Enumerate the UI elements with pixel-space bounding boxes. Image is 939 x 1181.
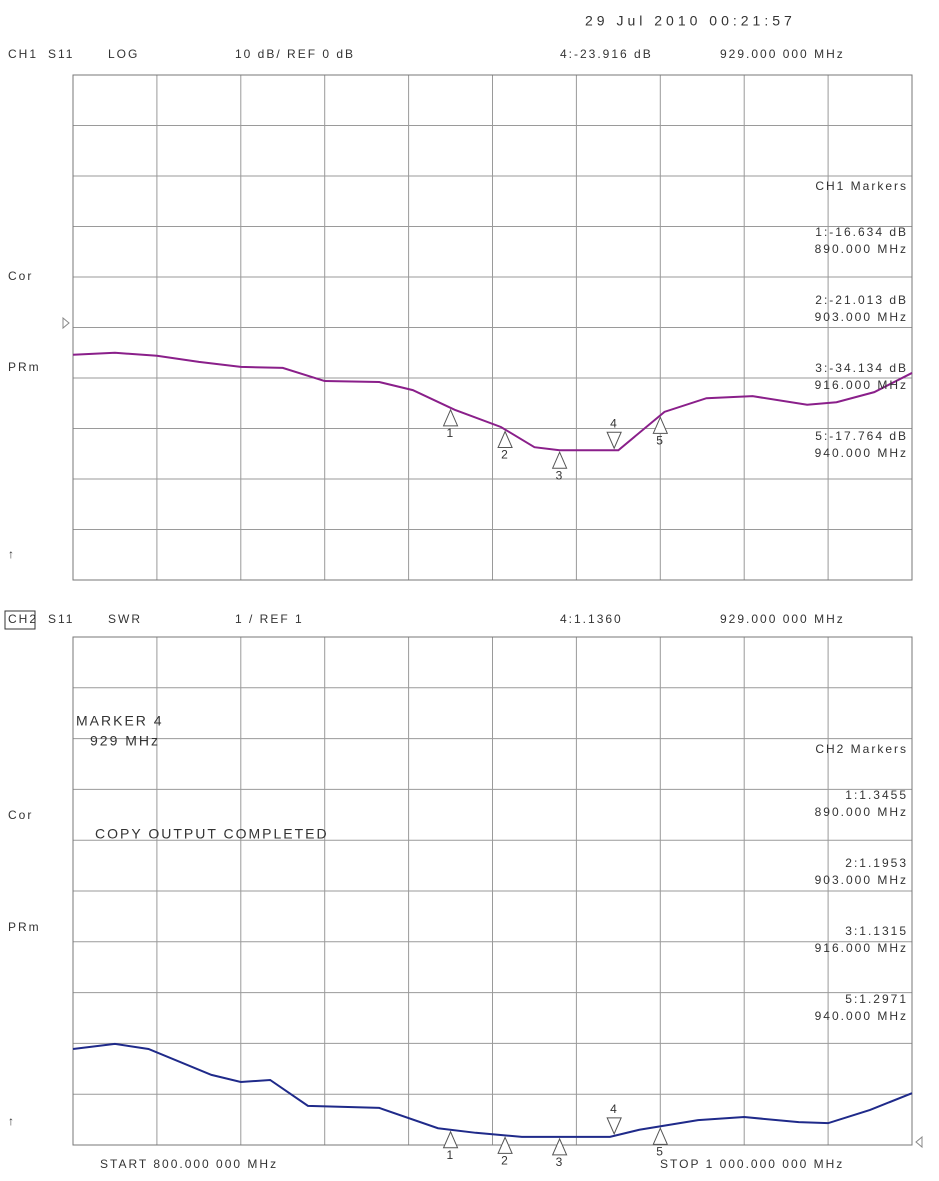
marker-readout-freq: 890.000 MHz <box>815 242 908 256</box>
marker-label: 5 <box>656 1144 665 1158</box>
marker-label: 5 <box>656 433 665 447</box>
note: MARKER 4 <box>76 713 164 729</box>
marker-readout-freq: 916.000 MHz <box>815 378 908 392</box>
marker-readout: 1:-16.634 dB <box>815 225 908 239</box>
marker-triangle <box>551 1137 568 1156</box>
side-label: Cor <box>8 808 33 822</box>
marker-label: 4 <box>610 416 619 430</box>
marker-triangle <box>606 1117 622 1136</box>
marker-triangle <box>652 1127 669 1145</box>
marker-readout-freq: 903.000 MHz <box>815 310 908 324</box>
marker-triangle <box>442 408 459 427</box>
marker-readout: 3:-34.134 dB <box>815 361 908 375</box>
side-label: PRm <box>8 360 41 374</box>
note: 929 MHz <box>90 733 160 749</box>
plot-frame <box>72 74 913 581</box>
side-label: PRm <box>8 920 41 934</box>
active-marker-freq: 929.000 000 MHz <box>720 612 845 626</box>
marker-label: 4 <box>610 1102 619 1116</box>
markers-title: CH1 Markers <box>815 179 908 193</box>
marker-triangle <box>551 450 568 469</box>
side-label: Cor <box>8 269 33 283</box>
marker-readout-freq: 940.000 MHz <box>815 1009 908 1023</box>
marker-triangle <box>497 1136 513 1154</box>
marker-triangle <box>497 430 513 449</box>
marker-triangle <box>606 431 622 450</box>
ref-indicator <box>915 1135 923 1149</box>
side-label: ↑ <box>8 547 16 561</box>
channel-box <box>4 610 36 630</box>
marker-readout: 5:-17.764 dB <box>815 429 908 443</box>
plot-frame <box>72 636 913 1146</box>
marker-readout: 5:1.2971 <box>845 992 908 1006</box>
timestamp: 29 Jul 2010 00:21:57 <box>585 13 796 29</box>
markers-title: CH2 Markers <box>815 742 908 756</box>
channel: CH2 <box>8 612 38 626</box>
marker-label: 2 <box>501 1154 510 1168</box>
marker-label: 3 <box>556 468 565 482</box>
marker-readout-freq: 903.000 MHz <box>815 873 908 887</box>
trace <box>72 1042 913 1138</box>
marker-readout: 1:1.3455 <box>845 788 908 802</box>
marker-label: 1 <box>447 426 456 440</box>
stop-frequency: STOP 1 000.000 000 MHz <box>660 1157 844 1171</box>
marker-label: 2 <box>501 448 510 462</box>
note: COPY OUTPUT COMPLETED <box>95 826 329 842</box>
parameter: S11 <box>48 612 74 626</box>
marker-readout: 2:1.1953 <box>845 856 908 870</box>
format: LOG <box>108 47 139 61</box>
scale: 1 / REF 1 <box>235 612 304 626</box>
marker-readout-freq: 916.000 MHz <box>815 941 908 955</box>
side-label: ↑ <box>8 1114 16 1128</box>
active-marker: 4:1.1360 <box>560 612 623 626</box>
scale: 10 dB/ REF 0 dB <box>235 47 355 61</box>
marker-readout-freq: 940.000 MHz <box>815 446 908 460</box>
marker-readout: 3:1.1315 <box>845 924 908 938</box>
format: SWR <box>108 612 142 626</box>
marker-triangle <box>442 1130 459 1149</box>
marker-label: 1 <box>447 1148 456 1162</box>
active-marker: 4:-23.916 dB <box>560 47 653 61</box>
marker-triangle <box>652 416 669 434</box>
marker-label: 3 <box>556 1155 565 1169</box>
ref-indicator <box>62 316 70 330</box>
active-marker-freq: 929.000 000 MHz <box>720 47 845 61</box>
marker-readout-freq: 890.000 MHz <box>815 805 908 819</box>
trace <box>72 351 913 452</box>
marker-readout: 2:-21.013 dB <box>815 293 908 307</box>
start-frequency: START 800.000 000 MHz <box>100 1157 278 1171</box>
parameter: S11 <box>48 47 74 61</box>
channel: CH1 <box>8 47 38 61</box>
